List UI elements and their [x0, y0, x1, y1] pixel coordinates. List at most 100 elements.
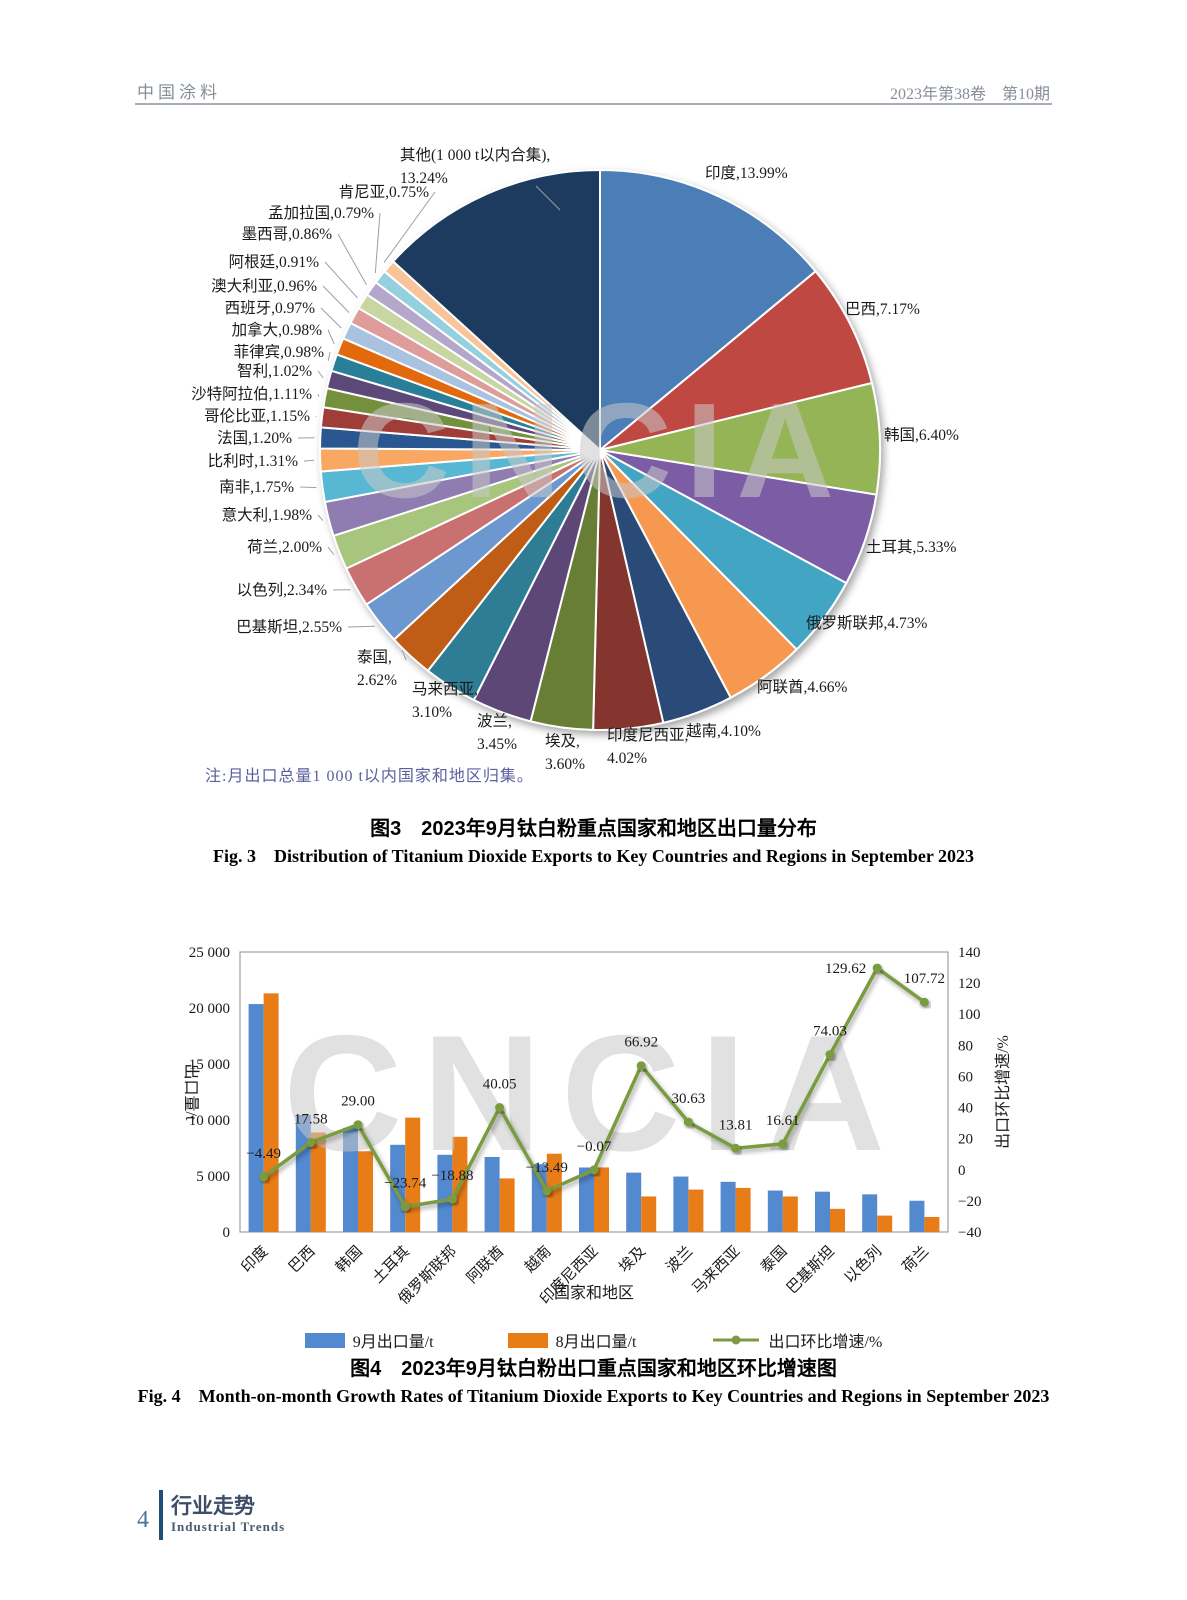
growth-marker-13 [872, 963, 882, 973]
growth-value-4: −18.88 [431, 1168, 473, 1184]
bar-aug-14 [924, 1216, 940, 1232]
growth-value-8: 66.92 [624, 1035, 658, 1051]
pie-label-30: 其他(1 000 t以内合集), 13.24% [400, 146, 550, 187]
x-tick-14: 荷兰 [899, 1243, 932, 1276]
bar-sep-8 [626, 1172, 642, 1232]
pie-slice-0 [599, 169, 817, 451]
fig4-caption-en: Fig. 4 Month-on-month Growth Rates of Ti… [137, 1386, 1050, 1406]
pie-leader-14 [327, 546, 335, 555]
pie-label-24: 西班牙,0.97% [225, 299, 316, 317]
ytick-left-2: 10 000 [189, 1113, 230, 1129]
pie-leader-24 [320, 307, 342, 329]
growth-value-14: 107.72 [904, 971, 945, 987]
ytick-right-8: 120 [958, 976, 981, 992]
pie-label-20: 沙特阿拉伯,1.11% [191, 385, 312, 403]
bar-sep-7 [579, 1167, 594, 1232]
pie-leader-27 [337, 233, 367, 286]
bar-aug-8 [641, 1196, 657, 1232]
bar-aug-7 [594, 1167, 609, 1232]
page-footer: 4 行业走势 Industrial Trends [137, 1490, 285, 1540]
pie-label-11: 泰国, 2.62% [357, 648, 397, 689]
footer-section-zh: 行业走势 [171, 1495, 255, 1519]
pie-label-4: 俄罗斯联邦,4.73% [806, 614, 928, 632]
ytick-right-7: 100 [958, 1007, 981, 1023]
pie-leader-28 [374, 212, 381, 274]
x-axis-title: 国家和地区 [554, 1284, 634, 1302]
legend-label-1: 8月出口量/t [555, 1334, 637, 1351]
x-tick-13: 以色列 [841, 1243, 885, 1287]
growth-marker-10 [731, 1143, 741, 1153]
legend-swatch-0 [304, 1332, 345, 1348]
growth-marker-0 [259, 1172, 269, 1182]
bar-aug-6 [546, 1153, 562, 1232]
page-number: 4 [137, 1506, 149, 1533]
fig3-caption-zh: 图3 2023年9月钛白粉重点国家和地区出口量分布 [370, 818, 817, 840]
pie-leader-22 [327, 351, 331, 361]
legend-item-0: 9月出口量/t [304, 1328, 434, 1352]
pie-label-28: 孟加拉国,0.79% [268, 204, 374, 222]
growth-marker-6 [542, 1186, 552, 1196]
pie-slice-1 [599, 270, 873, 451]
bar-sep-0 [248, 1004, 264, 1232]
growth-value-5: 40.05 [483, 1076, 517, 1092]
ytick-left-0: 0 [223, 1225, 231, 1241]
x-tick-2: 韩国 [333, 1243, 366, 1276]
growth-marker-12 [825, 1050, 835, 1060]
bar-sep-13 [862, 1194, 878, 1232]
bar-sep-5 [484, 1156, 500, 1232]
pie-leader-15 [317, 514, 324, 521]
growth-value-12: 74.03 [813, 1024, 847, 1040]
x-tick-6: 越南 [521, 1243, 554, 1276]
fig4-legend: 9月出口量/t 8月出口量/t 出口环比增速/% [0, 1328, 1187, 1352]
pie-leader-12 [347, 625, 375, 628]
growth-value-6: −13.49 [526, 1160, 568, 1176]
bar-sep-14 [909, 1200, 925, 1232]
growth-marker-5 [495, 1103, 505, 1112]
growth-marker-1 [306, 1137, 316, 1147]
growth-marker-8 [636, 1061, 646, 1071]
pie-label-13: 以色列,2.34% [237, 581, 328, 599]
bar-sep-4 [437, 1154, 453, 1232]
growth-marker-4 [447, 1194, 457, 1204]
y-axis-title-right: 出口环比增速/% [994, 1035, 1012, 1149]
growth-marker-11 [778, 1139, 788, 1149]
pie-label-27: 墨西哥,0.86% [242, 226, 333, 243]
ytick-right-0: −40 [958, 1225, 981, 1241]
pie-leader-21 [317, 370, 324, 379]
pie-label-19: 哥伦比亚,1.15% [204, 407, 310, 425]
bar-sep-9 [673, 1176, 689, 1232]
pie-leader-11 [401, 649, 407, 661]
pie-leader-17 [303, 459, 315, 462]
pie-label-17: 比利时,1.31% [208, 452, 299, 470]
journal-name: 中国涂料 [137, 83, 221, 102]
pie-label-23: 加拿大,0.98% [232, 320, 323, 339]
growth-marker-14 [919, 997, 929, 1007]
x-tick-10: 马来西亚 [689, 1243, 743, 1297]
pie-label-29: 肯尼亚,0.75% [339, 183, 430, 201]
pie-leader-29 [383, 191, 436, 263]
ytick-right-5: 60 [958, 1069, 973, 1085]
x-tick-0: 印度 [238, 1243, 271, 1276]
growth-value-9: 30.63 [672, 1091, 706, 1107]
ytick-left-5: 25 000 [189, 945, 230, 961]
y-axis-title-left: 出口量/t [182, 1064, 200, 1121]
pie-label-9: 波兰, 3.45% [477, 712, 517, 753]
growth-marker-3 [400, 1202, 410, 1212]
growth-marker-9 [683, 1117, 693, 1127]
growth-value-0: −4.49 [246, 1146, 281, 1162]
combo-chart-growth-rates: 0 5 000 10 000 15 000 20 000 25 000 −40 −20 0 20 4… [182, 945, 1012, 1308]
ytick-left-3: 15 000 [189, 1057, 230, 1073]
pie-label-0: 印度,13.99% [705, 164, 788, 182]
pie-slice-30 [392, 169, 601, 451]
growth-value-2: 29.00 [341, 1094, 375, 1110]
x-tick-5: 阿联酋 [463, 1242, 508, 1287]
bar-aug-2 [358, 1151, 373, 1232]
pie-leader-20 [317, 393, 320, 397]
ytick-right-4: 40 [958, 1101, 973, 1117]
footer-divider [159, 1490, 163, 1540]
bar-aug-11 [782, 1196, 798, 1232]
ytick-right-1: −20 [958, 1194, 981, 1210]
legend-label-2: 出口环比增速/% [768, 1334, 883, 1351]
bar-aug-1 [310, 1132, 326, 1232]
ytick-left-1: 5 000 [196, 1169, 230, 1185]
